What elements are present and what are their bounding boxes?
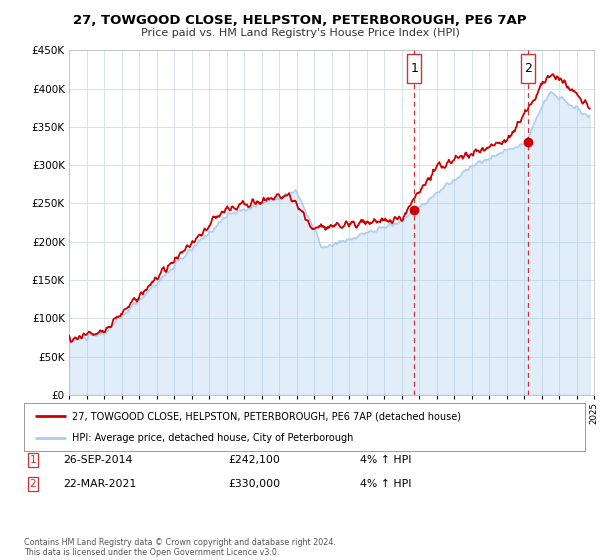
Bar	[407, 54, 421, 83]
Text: 2: 2	[29, 479, 37, 489]
Text: HPI: Average price, detached house, City of Peterborough: HPI: Average price, detached house, City…	[71, 433, 353, 443]
Text: £242,100: £242,100	[228, 455, 280, 465]
Text: Contains HM Land Registry data © Crown copyright and database right 2024.
This d: Contains HM Land Registry data © Crown c…	[24, 538, 336, 557]
Text: 22-MAR-2021: 22-MAR-2021	[63, 479, 136, 489]
Text: 27, TOWGOOD CLOSE, HELPSTON, PETERBOROUGH, PE6 7AP: 27, TOWGOOD CLOSE, HELPSTON, PETERBOROUG…	[73, 14, 527, 27]
Text: 27, TOWGOOD CLOSE, HELPSTON, PETERBOROUGH, PE6 7AP (detached house): 27, TOWGOOD CLOSE, HELPSTON, PETERBOROUG…	[71, 411, 461, 421]
Bar	[521, 54, 535, 83]
Text: 26-SEP-2014: 26-SEP-2014	[63, 455, 133, 465]
Text: 4% ↑ HPI: 4% ↑ HPI	[360, 455, 412, 465]
Text: £330,000: £330,000	[228, 479, 280, 489]
Text: 4% ↑ HPI: 4% ↑ HPI	[360, 479, 412, 489]
Text: 1: 1	[29, 455, 37, 465]
Text: 2: 2	[524, 62, 532, 75]
Text: Price paid vs. HM Land Registry's House Price Index (HPI): Price paid vs. HM Land Registry's House …	[140, 28, 460, 38]
Text: 1: 1	[410, 62, 418, 75]
